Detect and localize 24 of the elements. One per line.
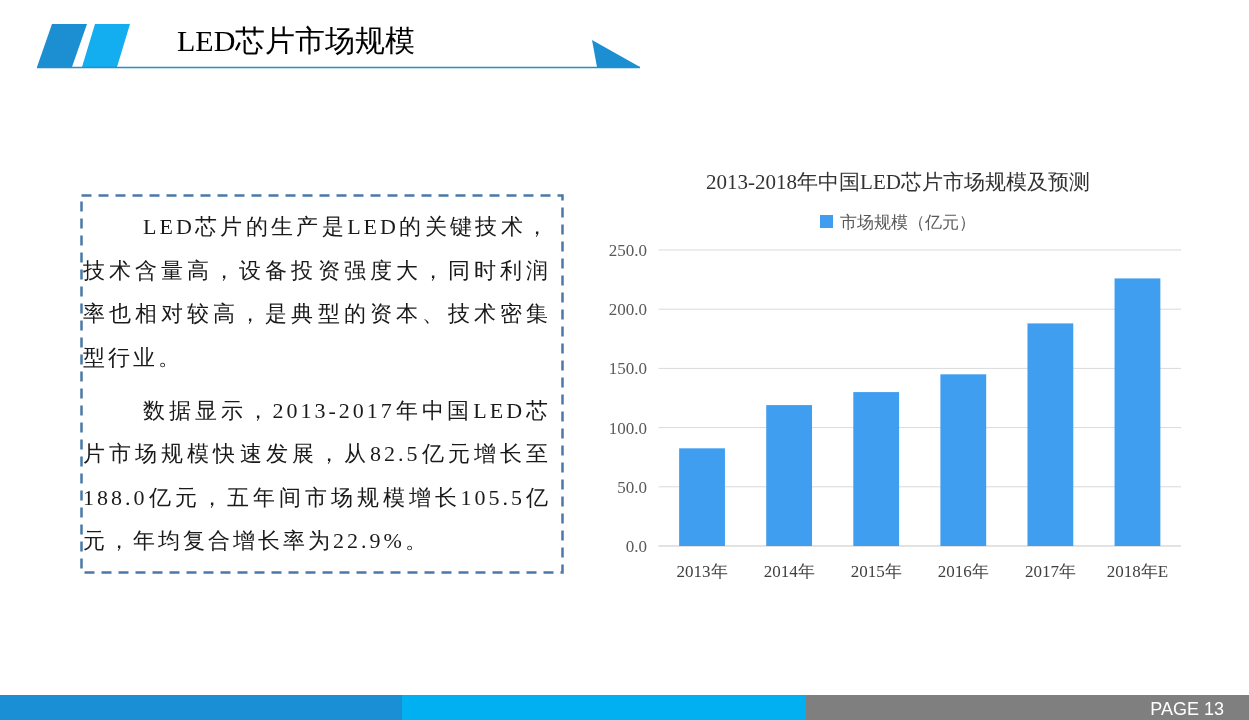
bar (679, 448, 725, 546)
bar (766, 405, 813, 546)
bar (940, 374, 987, 546)
bar (1027, 323, 1074, 546)
y-tick-label: 200.0 (608, 300, 647, 320)
y-tick-label: 0.0 (625, 537, 647, 556)
chart-title: 2013-2018年中国LED芯片市场规模及预测 (706, 170, 1090, 194)
y-tick-label: 150.0 (608, 359, 647, 379)
y-tick-label: 250.0 (608, 241, 647, 260)
legend-label: 市场规模（亿元） (840, 213, 976, 232)
x-tick-label: 2015年 (850, 562, 902, 581)
text: 数据显示，2013-2017年中国LED芯片市场规模快速发展，从82.5亿元增长至188.0亿元，五年间市场规模增长105.5亿元，年均复合增长率为22.9%。 (83, 396, 551, 555)
text: PAGE 13 (1150, 699, 1224, 719)
text: LED芯片的生产是LED的关键技术，技术含量高，设备投资强度大，同时利润率也相对较高，是典型的资本、技术密集型行业。 (83, 213, 551, 372)
text: LED芯片市场规模 (177, 24, 416, 57)
y-tick-label: 50.0 (617, 477, 647, 497)
y-tick-label: 100.0 (608, 418, 647, 438)
x-tick-label: 2013年 (676, 562, 728, 581)
x-tick-label: 2017年 (1024, 562, 1076, 581)
bar (1114, 278, 1161, 546)
x-tick-label: 2016年 (937, 562, 989, 581)
x-tick-label: 2014年 (763, 562, 815, 581)
x-tick-label: 2018年E (1106, 562, 1169, 581)
bar (853, 392, 900, 546)
